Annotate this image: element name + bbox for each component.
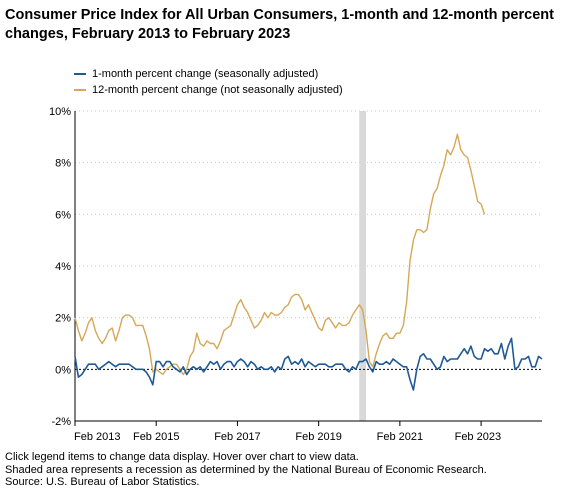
x-tick-label: Feb 2019 bbox=[295, 431, 341, 443]
y-tick-label: 8% bbox=[55, 158, 71, 170]
footnotes: Click legend items to change data displa… bbox=[5, 451, 487, 489]
footnote-recession: Shaded area represents a recession as de… bbox=[5, 463, 487, 476]
recession-bar bbox=[359, 111, 367, 421]
y-tick-label: -2% bbox=[51, 416, 71, 428]
legend-item-one-month[interactable]: 1-month percent change (seasonally adjus… bbox=[74, 66, 343, 82]
legend-label-one-month: 1-month percent change (seasonally adjus… bbox=[92, 68, 319, 80]
legend-item-twelve-month[interactable]: 12-month percent change (not seasonally … bbox=[74, 82, 343, 98]
recession-shading bbox=[359, 111, 367, 421]
line-chart[interactable]: -2% 0% 2% 4% 6% 8% 10% Feb 2013 Feb 2015 Feb 2017… bbox=[0, 0, 579, 450]
legend-swatch-twelve-month bbox=[74, 89, 86, 91]
y-tick-label: 0% bbox=[55, 364, 71, 376]
series-line-one-month[interactable] bbox=[74, 337, 543, 391]
x-tick-label: Feb 2015 bbox=[133, 431, 179, 443]
x-tick-label: Feb 2017 bbox=[214, 431, 260, 443]
chart-legend: 1-month percent change (seasonally adjus… bbox=[74, 66, 343, 98]
grid-lines bbox=[75, 110, 542, 319]
x-tick-label: Feb 2013 bbox=[74, 431, 120, 443]
footnote-source: Source: U.S. Bureau of Labor Statistics. bbox=[5, 476, 200, 488]
page-title: Consumer Price Index for All Urban Consu… bbox=[5, 7, 554, 42]
y-tick-label: 2% bbox=[55, 313, 71, 325]
legend-label-twelve-month: 12-month percent change (not seasonally … bbox=[92, 84, 343, 96]
footnote-instructions: Click legend items to change data displa… bbox=[5, 451, 359, 463]
axes: -2% 0% 2% 4% 6% 8% 10% Feb 2013 Feb 2015 Feb 2017… bbox=[49, 106, 542, 443]
y-tick-label: 4% bbox=[55, 261, 71, 273]
y-tick-label: 6% bbox=[55, 209, 71, 221]
series-lines bbox=[74, 133, 543, 391]
x-tick-label: Feb 2023 bbox=[455, 431, 501, 443]
legend-swatch-one-month bbox=[74, 73, 86, 75]
series-line-twelve-month[interactable] bbox=[74, 133, 486, 376]
y-tick-label: 10% bbox=[49, 106, 71, 118]
x-tick-label: Feb 2021 bbox=[377, 431, 423, 443]
